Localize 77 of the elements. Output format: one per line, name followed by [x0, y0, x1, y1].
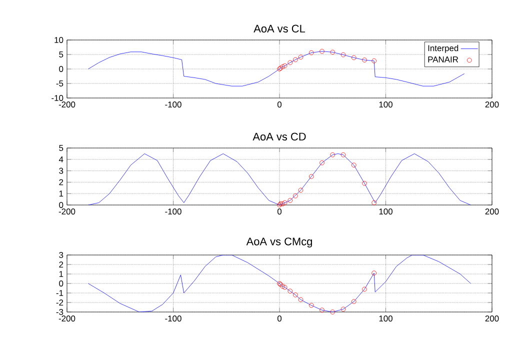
point — [288, 198, 293, 203]
point — [340, 52, 346, 58]
point — [280, 284, 286, 289]
point — [280, 64, 286, 70]
x-tick-label: -100 — [165, 102, 182, 108]
x-tick-label: 0 — [277, 102, 282, 108]
y-tick-label: 3 — [59, 168, 64, 174]
line-series — [88, 255, 471, 312]
x-tick-label: -200 — [58, 316, 76, 322]
point — [298, 188, 304, 193]
x-tick-label: 0 — [277, 208, 282, 215]
point — [351, 299, 356, 304]
x-tick-label: -100 — [165, 316, 182, 322]
y-tick-label: 2 — [59, 179, 64, 186]
x-tick-label: 200 — [485, 102, 499, 108]
point — [308, 174, 314, 179]
y-tick-label: -10 — [52, 95, 64, 101]
point — [293, 193, 298, 198]
y-tick-label: 10 — [54, 37, 64, 43]
point — [330, 50, 336, 55]
x-tick-label: 0 — [277, 316, 282, 322]
x-tick-label: -200 — [58, 208, 76, 215]
y-tick-label: -5 — [56, 80, 64, 86]
x-tick-label: -100 — [165, 208, 182, 215]
x-tick-label: -200 — [58, 102, 76, 108]
point — [351, 55, 356, 60]
point — [282, 200, 288, 206]
y-tick-label: 1 — [59, 271, 64, 277]
y-tick-label: 3 — [59, 252, 64, 258]
x-tick-label: 100 — [379, 208, 392, 215]
y-tick-label: 2 — [59, 262, 64, 268]
point — [298, 54, 304, 60]
point — [340, 306, 346, 312]
y-tick-label: 1 — [59, 190, 64, 197]
y-tick-label: 5 — [59, 52, 64, 58]
point — [330, 152, 336, 158]
point — [372, 58, 376, 64]
point — [308, 302, 314, 308]
x-tick-label: 200 — [485, 208, 499, 215]
x-tick-label: 100 — [379, 316, 392, 322]
point — [362, 180, 367, 186]
point — [362, 286, 367, 292]
point — [362, 58, 367, 62]
point — [372, 200, 376, 206]
point — [282, 63, 288, 68]
point — [288, 60, 293, 66]
legend-label: Interped — [428, 44, 458, 53]
point — [282, 284, 288, 290]
point — [308, 50, 314, 56]
point — [330, 310, 336, 314]
y-tick-label: -2 — [56, 300, 64, 306]
point — [320, 308, 324, 312]
chart-title: AoA vs CL — [254, 24, 306, 32]
y-tick-label: 0 — [59, 280, 64, 286]
line-series — [88, 51, 465, 86]
chart-title: AoA vs CD — [252, 132, 306, 141]
y-tick-label: -1 — [56, 290, 64, 296]
point — [293, 292, 298, 298]
y-tick-label: 4 — [58, 156, 64, 162]
line-series — [88, 154, 471, 205]
point — [288, 288, 293, 294]
point — [280, 201, 286, 206]
y-tick-label: 0 — [59, 66, 64, 72]
y-tick-label: -3 — [56, 309, 64, 315]
point — [320, 160, 324, 166]
y-tick-label: 5 — [59, 145, 64, 151]
point — [293, 57, 298, 62]
x-tick-label: 200 — [485, 316, 499, 322]
point — [298, 297, 304, 302]
x-tick-label: 100 — [379, 102, 392, 108]
point — [372, 270, 376, 276]
chart-title: AoA vs CMcg — [246, 238, 312, 248]
point — [351, 162, 356, 168]
point — [320, 48, 324, 54]
point — [340, 152, 346, 158]
legend-label: PANAIR — [428, 56, 458, 62]
y-tick-label: 0 — [59, 202, 64, 208]
